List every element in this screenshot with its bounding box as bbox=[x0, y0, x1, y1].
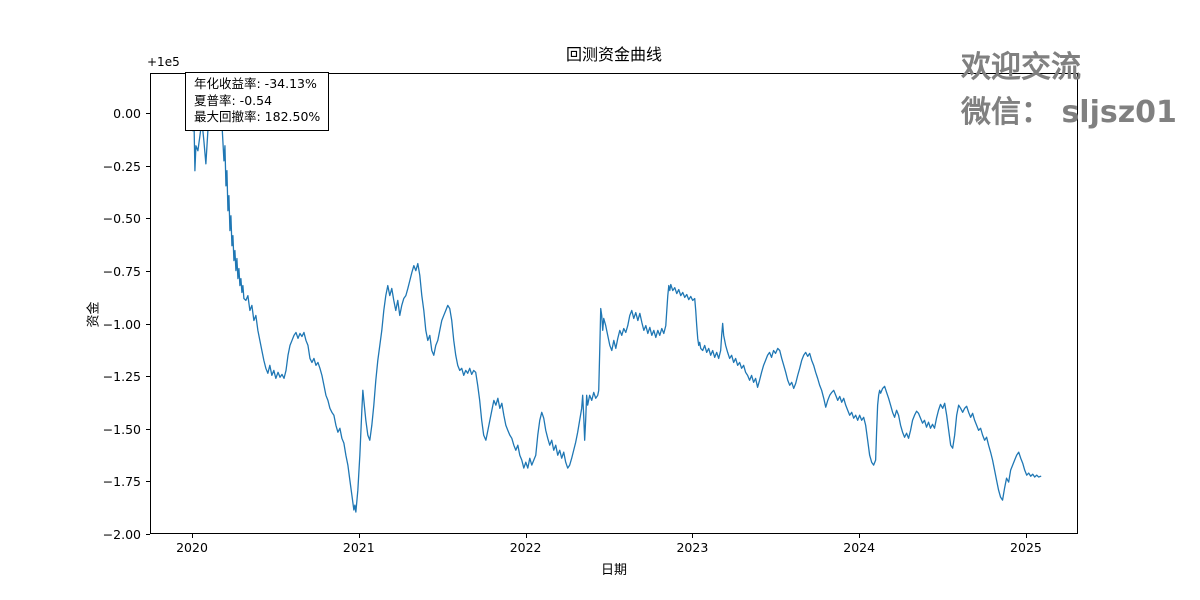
watermark: 欢迎交流 微信： sljsz01 bbox=[961, 45, 1177, 135]
y-tick-label: −0.25 bbox=[102, 158, 141, 174]
x-tick-mark bbox=[692, 534, 694, 538]
y-tick-mark bbox=[146, 113, 150, 115]
y-tick-label: −1.50 bbox=[102, 421, 141, 437]
x-tick-mark bbox=[525, 534, 527, 538]
y-tick-mark bbox=[146, 534, 150, 535]
equity-curve-line bbox=[188, 112, 1042, 513]
x-tick-mark bbox=[358, 534, 360, 538]
y-tick-mark bbox=[146, 270, 150, 272]
y-tick-mark bbox=[146, 218, 150, 220]
x-tick-label: 2022 bbox=[509, 540, 542, 555]
plot-area bbox=[150, 73, 1078, 534]
x-tick-mark bbox=[859, 534, 861, 538]
y-tick-label: 0.00 bbox=[113, 106, 141, 122]
x-tick-label: 2025 bbox=[1010, 540, 1042, 555]
y-tick-mark bbox=[146, 481, 150, 483]
watermark-line-1: 欢迎交流 bbox=[961, 50, 1081, 85]
y-tick-label: −0.50 bbox=[102, 211, 141, 227]
watermark-line-2: 微信： sljsz01 bbox=[961, 95, 1177, 130]
stats-box: 年化收益率: -34.13% 夏普率: -0.54 最大回撤率: 182.50% bbox=[185, 72, 330, 131]
y-tick-label: −1.25 bbox=[102, 369, 141, 385]
x-tick-label: 2021 bbox=[342, 540, 375, 555]
stat-annualized-return: 年化收益率: -34.13% bbox=[194, 76, 317, 91]
y-tick-mark bbox=[146, 323, 150, 325]
y-axis-label: 资金 bbox=[86, 301, 102, 328]
y-tick-mark bbox=[146, 165, 150, 167]
y-tick-label: −1.00 bbox=[102, 316, 141, 332]
y-tick-label: −0.75 bbox=[102, 263, 141, 279]
y-tick-mark bbox=[146, 428, 150, 430]
x-tick-mark bbox=[192, 534, 194, 538]
chart-title: 回测资金曲线 bbox=[565, 45, 662, 64]
y-tick-label: −2.00 bbox=[102, 527, 141, 542]
x-tick-label: 2023 bbox=[676, 540, 709, 555]
stat-sharpe-ratio: 夏普率: -0.54 bbox=[194, 92, 273, 108]
y-tick-mark bbox=[146, 376, 150, 378]
x-tick-label: 2020 bbox=[176, 540, 208, 555]
y-tick-label: −1.75 bbox=[102, 474, 141, 490]
x-tick-mark bbox=[1025, 534, 1027, 538]
y-axis-offset-text: +1e5 bbox=[147, 55, 180, 69]
x-axis-label: 日期 bbox=[600, 563, 627, 578]
stat-max-drawdown: 最大回撤率: 182.50% bbox=[194, 109, 321, 124]
x-tick-label: 2024 bbox=[843, 540, 876, 555]
equity-curve-svg bbox=[188, 112, 1042, 513]
